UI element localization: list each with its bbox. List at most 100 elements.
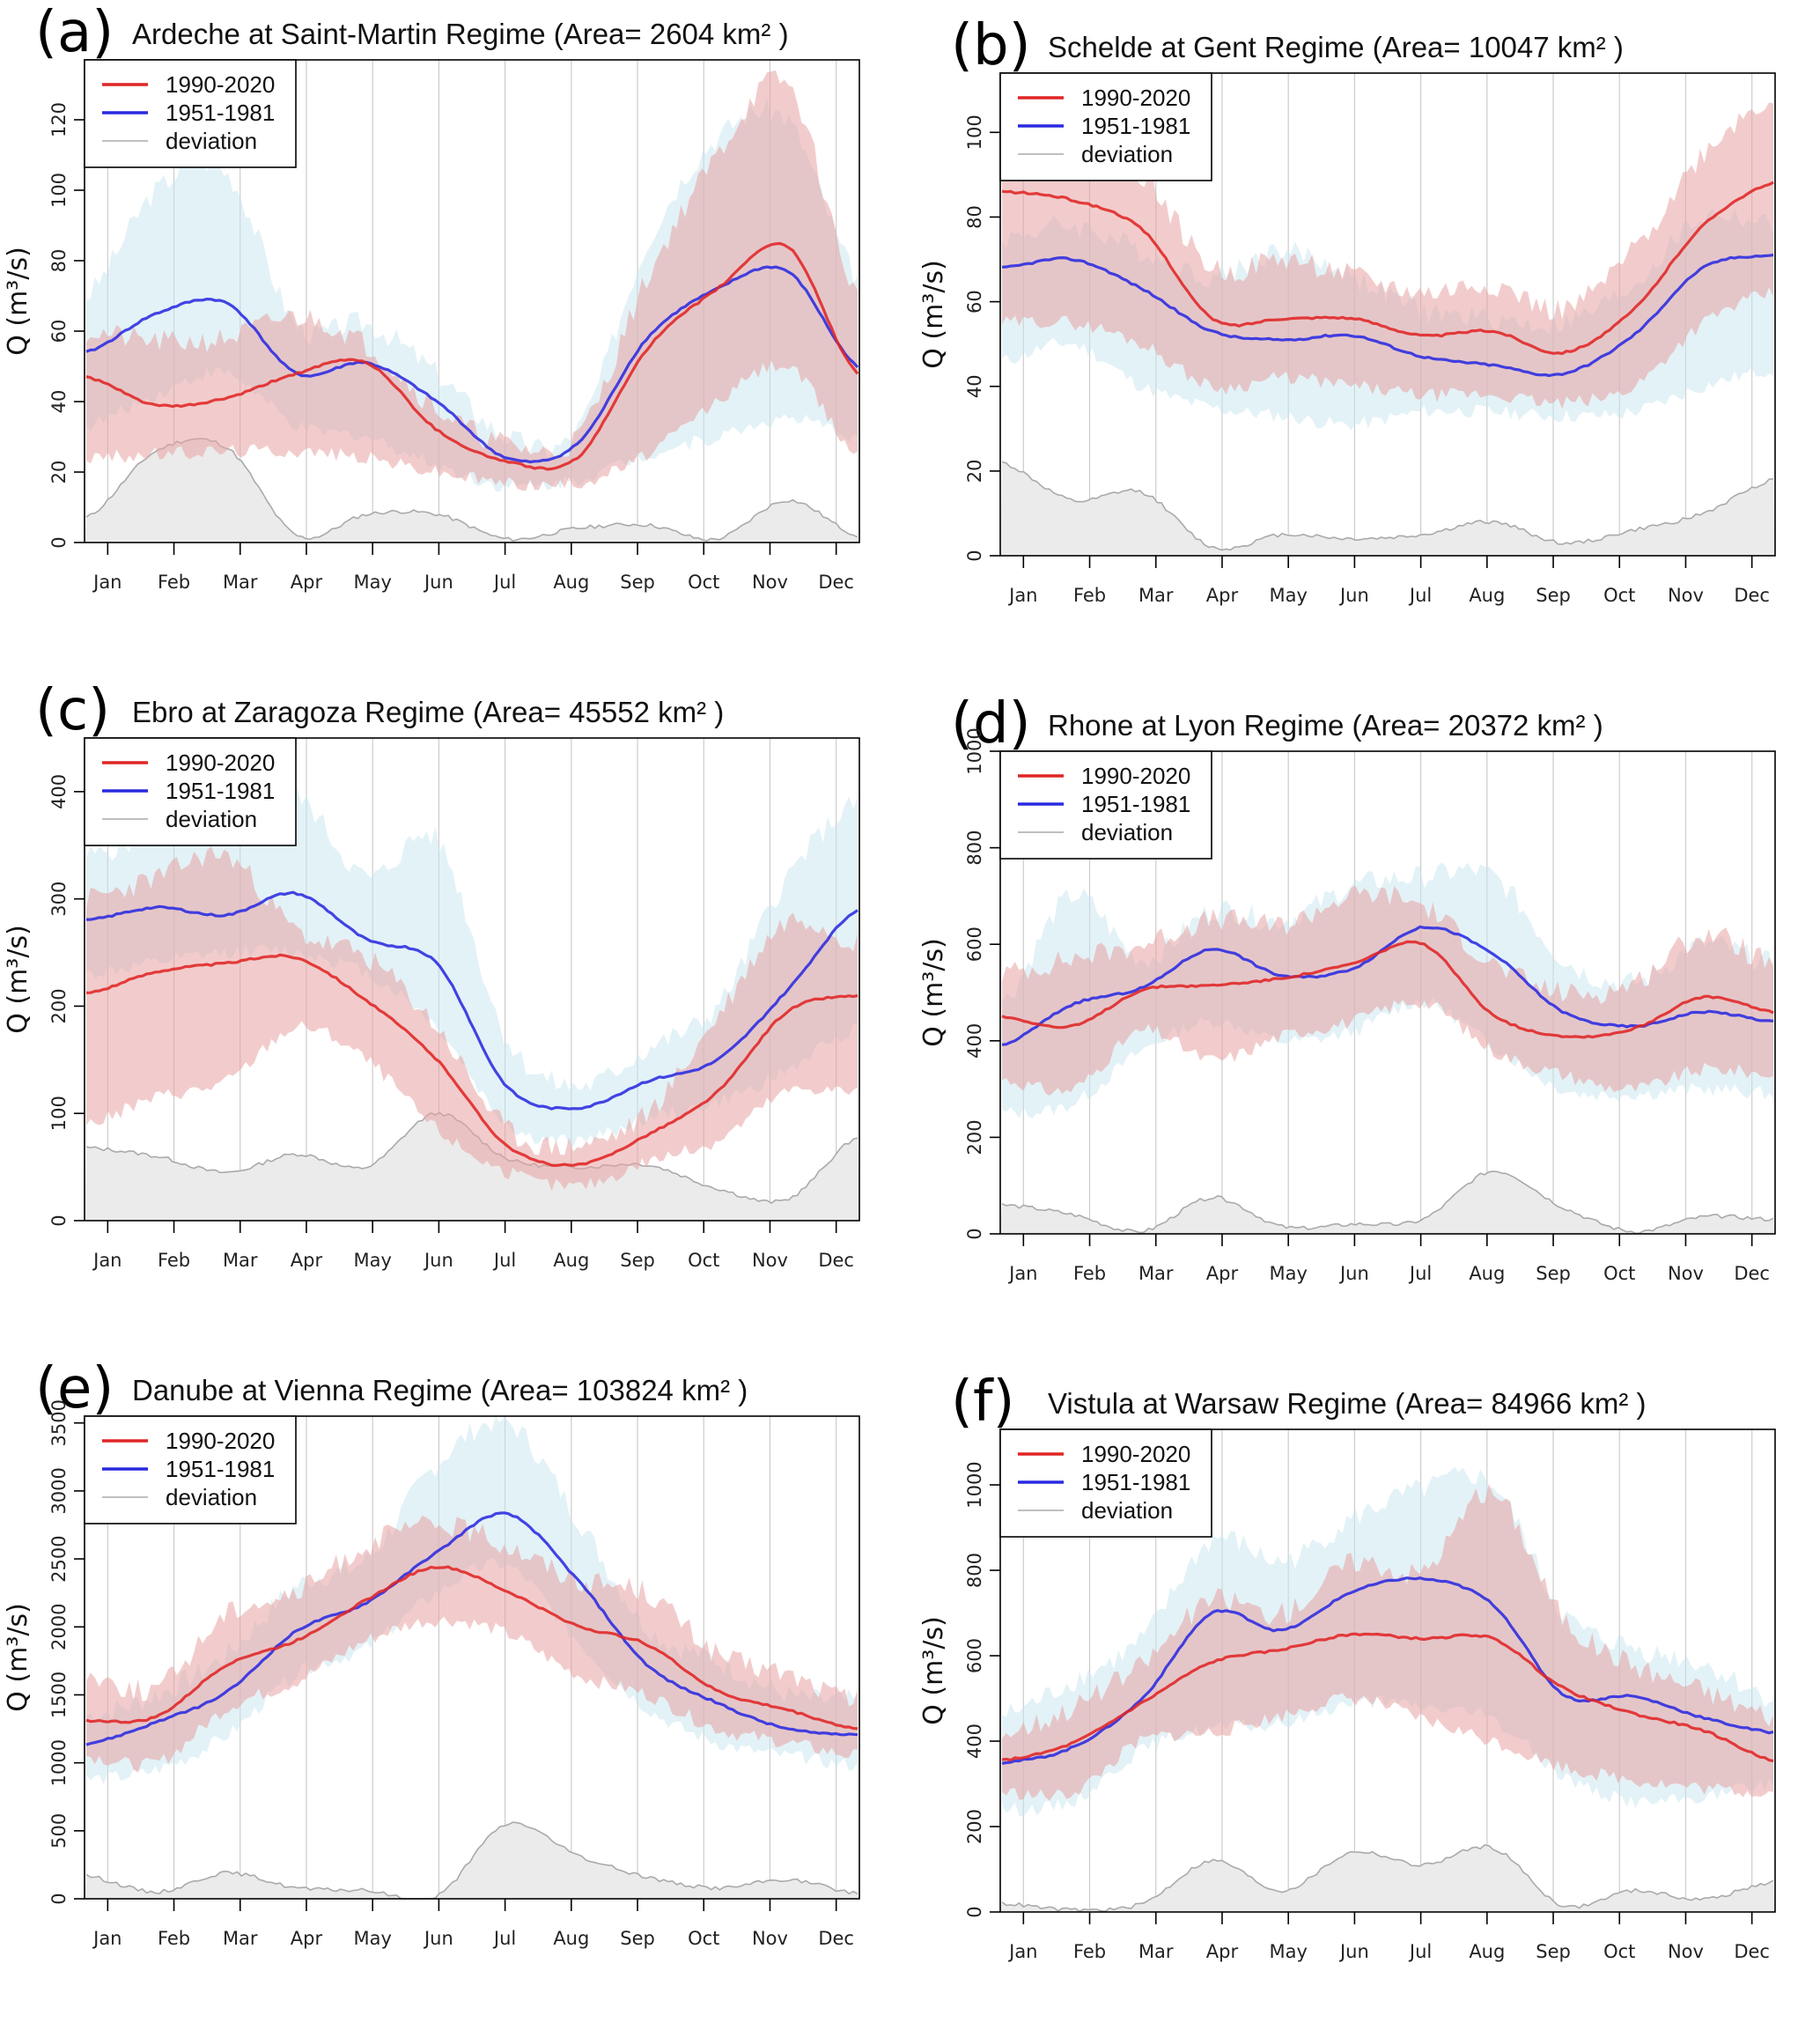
recent-line bbox=[1001, 181, 1774, 356]
x-tick-label: Nov bbox=[752, 1928, 788, 1949]
x-tick-label: Nov bbox=[1668, 1263, 1704, 1284]
x-tick-label: Jan bbox=[1007, 1941, 1037, 1962]
x-tick-label: Sep bbox=[1536, 1941, 1571, 1962]
y-tick-label: 80 bbox=[964, 205, 985, 229]
deviation-line bbox=[85, 1821, 858, 1900]
deviation-line bbox=[1001, 461, 1774, 551]
y-axis-label: Q (m³/s) bbox=[3, 247, 33, 356]
y-tick-label: 0 bbox=[48, 536, 70, 548]
x-tick-label: Dec bbox=[1734, 1941, 1770, 1962]
historic-line bbox=[85, 265, 859, 464]
deviation-area bbox=[85, 1822, 859, 1899]
x-tick-label: May bbox=[1269, 585, 1307, 606]
y-tick-label: 60 bbox=[48, 320, 70, 343]
x-tick-label: May bbox=[353, 572, 391, 593]
panel-c: (c) Ebro at Zaragoza Regime (Area= 45552 … bbox=[0, 678, 907, 1339]
x-tick-label: Feb bbox=[1073, 1263, 1106, 1284]
y-axis-label: Q (m³/s) bbox=[918, 938, 949, 1047]
panel-title: Ebro at Zaragoza Regime (Area= 45552 km²… bbox=[132, 696, 724, 728]
x-tick-label: Nov bbox=[1668, 585, 1704, 606]
recent-band bbox=[1002, 1483, 1773, 1801]
deviation-line bbox=[1001, 1170, 1774, 1235]
x-tick-label: May bbox=[353, 1928, 391, 1949]
panel-letter: (a) bbox=[35, 0, 114, 65]
x-tick-label: Sep bbox=[1536, 1263, 1571, 1284]
recent-band bbox=[1002, 93, 1773, 410]
x-tick-label: Feb bbox=[158, 1250, 190, 1271]
y-tick-label: 400 bbox=[48, 774, 70, 809]
x-tick-label: Aug bbox=[553, 572, 589, 593]
historic-band bbox=[86, 788, 858, 1148]
x-tick-label: Aug bbox=[1469, 1941, 1505, 1962]
legend-label: 1951-1981 bbox=[166, 1456, 275, 1482]
legend-label: 1951-1981 bbox=[1081, 113, 1190, 139]
panel-title: Vistula at Warsaw Regime (Area= 84966 km… bbox=[1048, 1387, 1647, 1420]
panel-d: (d) Rhone at Lyon Regime (Area= 20372 km²… bbox=[916, 691, 1820, 1352]
plot-frame bbox=[84, 1415, 860, 1900]
x-tick-label: Oct bbox=[1603, 1263, 1635, 1284]
y-axis-label: Q (m³/s) bbox=[3, 1603, 33, 1712]
x-tick-label: Sep bbox=[1536, 585, 1571, 606]
x-tick-label: Jan bbox=[1007, 1263, 1037, 1284]
x-tick-label: Oct bbox=[688, 1928, 719, 1949]
x-tick-label: Jun bbox=[1338, 585, 1369, 606]
x-tick-label: May bbox=[1269, 1941, 1307, 1962]
x-tick-label: Dec bbox=[818, 1928, 854, 1949]
x-tick-label: Oct bbox=[1603, 585, 1635, 606]
x-tick-label: Apr bbox=[1206, 1941, 1239, 1962]
chart-svg: (d) Rhone at Lyon Regime (Area= 20372 km²… bbox=[918, 691, 1776, 1284]
x-tick-label: Jul bbox=[492, 1928, 516, 1949]
chart-svg: (e) Danube at Vienna Regime (Area= 103824… bbox=[3, 1356, 860, 1949]
x-tick-label: Aug bbox=[1469, 585, 1505, 606]
chart-svg: (c) Ebro at Zaragoza Regime (Area= 45552 … bbox=[3, 678, 860, 1271]
x-tick-label: Jan bbox=[92, 1928, 122, 1949]
x-tick-label: Jun bbox=[423, 572, 453, 593]
y-tick-label: 1500 bbox=[48, 1672, 70, 1718]
legend-label: deviation bbox=[1081, 819, 1173, 845]
deviation-area bbox=[1000, 1171, 1775, 1234]
recent-band bbox=[86, 1515, 858, 1773]
x-tick-label: Mar bbox=[223, 1250, 258, 1271]
legend-label: deviation bbox=[166, 1484, 257, 1510]
x-tick-label: Dec bbox=[818, 572, 854, 593]
x-tick-label: Nov bbox=[1668, 1941, 1704, 1962]
legend-label: 1990-2020 bbox=[166, 749, 275, 776]
chart-svg: (b) Schelde at Gent Regime (Area= 10047 k… bbox=[918, 13, 1776, 606]
recent-band bbox=[86, 845, 858, 1192]
x-tick-label: Mar bbox=[223, 572, 258, 593]
y-tick-label: 1000 bbox=[964, 1461, 985, 1508]
plot-frame bbox=[999, 1428, 1776, 1913]
panel-f: (f) Vistula at Warsaw Regime (Area= 84966… bbox=[916, 1369, 1820, 2030]
recent-band bbox=[86, 70, 858, 491]
plot-frame bbox=[84, 737, 860, 1222]
x-tick-label: Mar bbox=[1138, 585, 1174, 606]
chart-svg: (a) Ardeche at Saint-Martin Regime (Area=… bbox=[3, 0, 860, 593]
legend-label: 1951-1981 bbox=[1081, 791, 1190, 817]
recent-line bbox=[1001, 1632, 1774, 1763]
y-tick-label: 400 bbox=[964, 1023, 985, 1059]
x-tick-label: Mar bbox=[223, 1928, 258, 1949]
y-tick-label: 20 bbox=[964, 459, 985, 483]
plot-frame bbox=[999, 72, 1776, 557]
legend-label: 1990-2020 bbox=[1081, 763, 1190, 789]
x-tick-label: May bbox=[1269, 1263, 1307, 1284]
y-tick-label: 100 bbox=[964, 114, 985, 150]
plot-frame bbox=[999, 750, 1776, 1235]
legend-label: 1990-2020 bbox=[166, 1428, 275, 1454]
y-tick-label: 2000 bbox=[48, 1604, 70, 1650]
legend-label: deviation bbox=[1081, 1497, 1173, 1524]
x-tick-label: Oct bbox=[1603, 1941, 1635, 1962]
x-tick-label: Sep bbox=[620, 1928, 655, 1949]
recent-line bbox=[85, 953, 858, 1167]
x-tick-label: Jul bbox=[492, 1250, 516, 1271]
plot-frame bbox=[84, 59, 860, 543]
y-tick-label: 0 bbox=[964, 550, 985, 561]
panel-letter: (d) bbox=[951, 691, 1031, 757]
recent-band bbox=[1002, 885, 1773, 1096]
y-tick-label: 200 bbox=[48, 988, 70, 1023]
